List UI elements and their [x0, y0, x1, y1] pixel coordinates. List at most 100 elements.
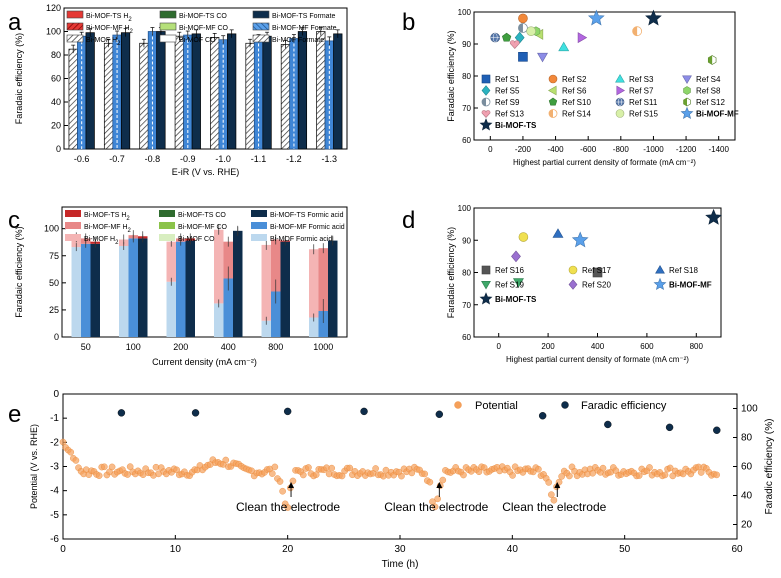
legend-swatch — [65, 210, 81, 217]
y-tick-label: 80 — [51, 50, 61, 60]
point-ref-s2 — [518, 13, 528, 24]
legend-label: Bi-MOF CO — [178, 236, 215, 243]
point-ref-s4 — [537, 52, 548, 63]
panel-letter-c: c — [8, 207, 20, 234]
legend-swatch — [66, 10, 84, 19]
x-tick-label: 400 — [591, 342, 605, 351]
faradaic-point — [713, 426, 721, 434]
potential-point — [276, 478, 284, 485]
x-tick-label: -0.7 — [109, 154, 125, 164]
legend-label: Bi-MOF-MF CO — [179, 25, 229, 32]
legend-label: Ref S11 — [629, 98, 658, 107]
legend-label: Ref S3 — [629, 75, 654, 84]
y-tick-label: 120 — [46, 3, 61, 13]
legend-label: Ref S8 — [696, 87, 721, 96]
potential-point — [439, 476, 447, 484]
legend-marker — [680, 106, 694, 119]
bar-formic — [233, 230, 243, 337]
potential-point — [284, 504, 292, 511]
y-tick-label: 90 — [462, 236, 471, 245]
legend-marker — [615, 74, 625, 83]
point-ref-s16 — [592, 267, 603, 278]
annotation-label: Clean the electrode — [502, 500, 606, 514]
bar-bi-mof — [103, 42, 114, 150]
legend-marker — [561, 401, 569, 409]
point-ref-s20 — [511, 250, 521, 263]
annotation-arrowhead — [554, 482, 561, 488]
faradaic-point — [604, 420, 612, 429]
bar-formic — [90, 243, 100, 337]
panel-b: 0 -200 -400 -600 -800 -1000 -1200 -1400 60 70 80 90… — [446, 8, 739, 167]
y-tick-label: -5 — [50, 510, 59, 521]
legend-label: Bi-MOF-MF CO — [178, 224, 228, 231]
potential-point — [697, 469, 705, 476]
bar-bi-mof-ts — [120, 32, 131, 150]
x-tick-label: -800 — [613, 145, 630, 154]
potential-point — [661, 471, 669, 479]
y2-axis-label: Faradic efficiency (%) — [764, 419, 775, 515]
potential-point — [460, 471, 467, 479]
legend-swatch — [251, 210, 267, 217]
legend-label: Bi-MOF-TS H2 — [86, 13, 132, 23]
bar-bi-mof-ts — [297, 31, 308, 150]
potential-point — [666, 464, 674, 472]
potential-point — [101, 463, 108, 471]
potential-point — [550, 496, 558, 504]
potential-point — [279, 487, 286, 495]
potential-point — [421, 470, 429, 478]
x-tick-label: -0.9 — [180, 154, 196, 164]
x-tick-label: 600 — [640, 342, 654, 351]
x-tick-label: -1.1 — [251, 154, 267, 164]
legend-label: Ref S13 — [495, 110, 524, 119]
potential-point — [408, 469, 416, 477]
legend-label: Faradic efficiency — [581, 400, 667, 412]
legend-marker — [548, 85, 557, 96]
bar-formic — [280, 241, 290, 337]
point-ref-s9-fill — [518, 23, 523, 33]
y2-tick-label: 20 — [741, 520, 753, 531]
bar-formic — [138, 238, 148, 337]
legend-swatch — [65, 234, 81, 241]
y-tick-label: 20 — [51, 121, 61, 131]
potential-point — [72, 457, 80, 464]
point-bi-mof-mf — [587, 9, 605, 26]
potential-point — [713, 471, 720, 479]
legend-label: Bi-MOF H2 — [84, 236, 119, 246]
x-tick-label: 0 — [496, 342, 501, 351]
legend-marker — [481, 110, 491, 118]
y-axis-label: Faradaic efficiency (%) — [446, 227, 456, 318]
legend-swatch — [252, 22, 270, 31]
legend-label: Bi-MOF-TS CO — [179, 13, 227, 20]
y-tick-label: 90 — [462, 40, 471, 49]
legend-marker — [481, 85, 491, 96]
bar-bi-mof — [68, 48, 78, 150]
legend-swatch — [251, 222, 267, 229]
legend-label: Bi-MOF-TS Formate — [272, 13, 335, 20]
legend-marker — [682, 75, 692, 84]
legend-label: Ref S5 — [495, 87, 520, 96]
bar-bi-mof — [280, 44, 291, 150]
legend-label: Ref S20 — [582, 281, 611, 290]
bar-formic — [214, 303, 224, 337]
faradaic-point — [191, 409, 200, 417]
point-ref-s3 — [558, 41, 570, 52]
annotation-arrowhead — [288, 482, 295, 488]
y-tick-label: -6 — [50, 534, 59, 545]
x-tick-label: 50 — [619, 544, 631, 555]
y-tick-label: 100 — [44, 224, 59, 234]
bar-h2 — [271, 239, 281, 292]
legend-swatch — [252, 34, 270, 43]
plot-frame — [61, 206, 348, 338]
x-tick-label: -1400 — [708, 145, 729, 154]
point-bi-mof-ts — [705, 208, 722, 225]
annotation-arrowhead — [436, 482, 443, 488]
bar-bi-mof-ts — [191, 33, 201, 150]
potential-point — [268, 470, 276, 477]
legend-label: Ref S6 — [562, 87, 587, 96]
legend-label: Bi-MOF-TS — [495, 121, 537, 130]
legend-marker — [653, 277, 667, 290]
y-tick-label: 25 — [49, 305, 59, 315]
legend-label: Ref S1 — [495, 75, 520, 84]
point-ref-s18 — [552, 228, 564, 238]
legend-marker — [655, 265, 665, 274]
